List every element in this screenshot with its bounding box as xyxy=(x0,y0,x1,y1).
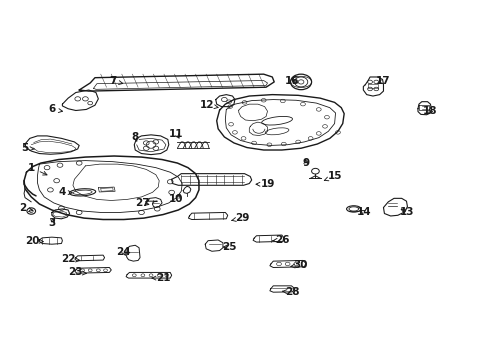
Text: 7: 7 xyxy=(109,76,122,86)
Text: 17: 17 xyxy=(375,76,390,86)
Text: 21: 21 xyxy=(152,273,170,283)
Text: 15: 15 xyxy=(324,171,341,181)
Text: 23: 23 xyxy=(68,267,86,278)
Text: 27: 27 xyxy=(135,198,150,208)
Text: 24: 24 xyxy=(116,247,131,257)
Text: 22: 22 xyxy=(61,255,80,264)
Text: 19: 19 xyxy=(256,179,274,189)
Text: 25: 25 xyxy=(222,242,236,252)
Text: 8: 8 xyxy=(131,132,139,142)
Text: 14: 14 xyxy=(356,207,371,217)
Text: 1: 1 xyxy=(27,163,47,175)
Text: 11: 11 xyxy=(169,129,183,139)
Text: 12: 12 xyxy=(200,100,218,110)
Text: 10: 10 xyxy=(169,194,183,204)
Text: 2: 2 xyxy=(20,203,33,213)
Text: 28: 28 xyxy=(282,287,299,297)
Text: 26: 26 xyxy=(272,235,289,245)
Text: 16: 16 xyxy=(285,76,299,86)
Text: 4: 4 xyxy=(59,187,72,197)
Text: 9: 9 xyxy=(302,158,309,168)
Text: 13: 13 xyxy=(399,207,414,217)
Text: 30: 30 xyxy=(290,260,307,270)
Text: 20: 20 xyxy=(25,236,43,246)
Text: 18: 18 xyxy=(422,106,437,116)
Text: 6: 6 xyxy=(48,104,62,114)
Text: 5: 5 xyxy=(21,143,34,153)
Text: 3: 3 xyxy=(48,218,55,228)
Text: 29: 29 xyxy=(231,213,249,223)
